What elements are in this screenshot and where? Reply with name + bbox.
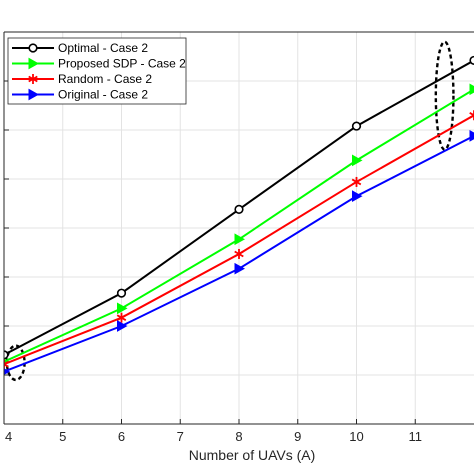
x-tick-label: 6	[118, 429, 125, 444]
series-2	[4, 83, 474, 366]
legend-entry-1: Optimal - Case 2	[12, 41, 148, 55]
x-tick-label: 9	[294, 429, 301, 444]
dashed-ellipse-annotation	[434, 40, 455, 151]
series-marker-triangle	[28, 88, 40, 101]
series-marker-triangle	[469, 130, 474, 142]
series-marker-circle	[469, 55, 474, 66]
series-marker-star-stroke	[116, 314, 127, 321]
legend-entry-3: Random - Case 2	[12, 72, 152, 86]
series-marker-star-stroke	[234, 250, 244, 258]
series-marker-circle	[351, 121, 362, 131]
series-marker-circle	[234, 204, 244, 214]
series-marker-triangle	[28, 57, 40, 70]
legend-label: Random - Case 2	[58, 72, 152, 86]
series-4	[4, 130, 474, 375]
x-tick-label: 8	[235, 429, 242, 444]
series-marker-star-stroke	[469, 114, 474, 119]
legend-label: Proposed SDP - Case 2	[58, 57, 186, 71]
x-tick-label: 5	[59, 429, 66, 444]
x-axis-label: Number of UAVs (A)	[189, 447, 316, 463]
series-marker-star-stroke	[469, 112, 474, 117]
legend-entry-4: Original - Case 2	[12, 88, 148, 102]
series-1	[4, 55, 474, 360]
series-group	[4, 55, 474, 375]
series-marker-triangle	[117, 320, 128, 332]
series-3	[4, 110, 474, 370]
legend: Optimal - Case 2 Proposed SDP - Case 2Ran…	[7, 37, 187, 105]
legend-label: Optimal - Case 2	[58, 41, 148, 55]
series-marker-star-stroke	[351, 178, 362, 186]
series-marker-triangle	[469, 83, 474, 96]
series-marker-star	[28, 74, 38, 84]
series-marker-circle	[4, 350, 9, 360]
series-marker-triangle	[234, 233, 246, 246]
x-tick-label: 7	[177, 429, 184, 444]
series-marker-star	[351, 176, 362, 187]
x-tick-label: 10	[349, 429, 363, 444]
series-marker-star	[234, 248, 244, 259]
series-marker-triangle	[352, 154, 363, 167]
legend-entry-2: Proposed SDP - Case 2	[12, 57, 186, 71]
series-marker-triangle	[234, 262, 246, 275]
series-marker-triangle	[117, 302, 128, 315]
legend-label: Original - Case 2	[58, 88, 148, 102]
x-tick-label: 4	[5, 429, 12, 444]
x-tick-label: 11	[409, 429, 423, 444]
series-marker-star-stroke	[28, 75, 38, 83]
series-marker-circle	[28, 43, 38, 53]
tick-labels: 4 5 6 7 8 9 10 11	[5, 429, 422, 444]
series-marker-star	[116, 312, 127, 323]
axes	[3, 31, 474, 425]
series-marker-circle	[116, 288, 127, 298]
series-marker-star	[469, 110, 474, 121]
series-marker-triangle	[352, 190, 363, 202]
